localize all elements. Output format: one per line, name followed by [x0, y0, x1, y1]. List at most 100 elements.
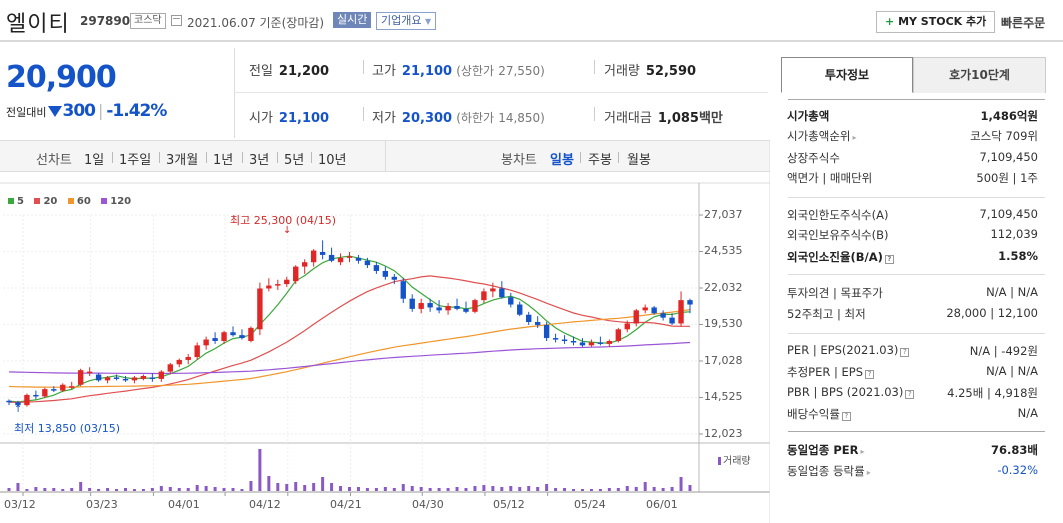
volume-bar: [670, 487, 674, 491]
volume-bar: [634, 487, 638, 491]
help-icon[interactable]: ?: [865, 370, 875, 379]
candle-body: [543, 324, 550, 339]
legend-label: 120: [110, 196, 132, 207]
volume-bar: [563, 488, 567, 491]
stock-code: 297890: [80, 14, 131, 28]
candle-body: [69, 386, 75, 388]
candle-body: [481, 291, 487, 301]
candle-body: [95, 374, 102, 381]
volume-bar: [43, 488, 47, 491]
tab-5y[interactable]: 5년: [284, 153, 305, 168]
candle-body: [552, 338, 559, 340]
stat-high: 고가 21,100 (상한가 27,550): [372, 60, 545, 79]
candle-body: [149, 377, 156, 379]
change-amount: 300: [62, 101, 95, 121]
candle-body: [642, 307, 648, 311]
candle-body: [275, 284, 281, 286]
legend-ma20: 20: [34, 196, 57, 207]
candle-body: [221, 332, 227, 341]
chevron-right-icon[interactable]: ▸: [860, 447, 865, 456]
calendar-icon: [171, 15, 182, 26]
volume-bar: [437, 488, 441, 491]
ma60-line: [8, 309, 691, 388]
info-tabs: 투자정보 호가10단계: [781, 57, 1046, 93]
volume-bar: [679, 477, 683, 491]
stock-header: 엘이티 297890 코스닥 2021.06.07 기준(장마감) 실시간 기업…: [0, 0, 1063, 42]
y-tick-label: 12,023: [704, 427, 743, 440]
help-icon[interactable]: ?: [905, 390, 915, 399]
volume-bar: [580, 489, 584, 491]
help-icon[interactable]: ?: [884, 255, 894, 264]
candle-body: [319, 252, 326, 255]
volume-bar: [294, 482, 298, 491]
divider: [234, 48, 235, 138]
volume-bar: [195, 485, 199, 491]
volume-legend: 거래량: [718, 452, 751, 467]
stat-label: 고가: [372, 64, 396, 79]
info-label: 외국인보유주식수(B): [787, 228, 889, 242]
volume-bar: [168, 487, 172, 491]
candle-body: [212, 338, 218, 341]
info-label: 시가총액순위 ▸: [787, 129, 857, 143]
tab-1w[interactable]: 1주일: [119, 153, 152, 168]
candle-body: [131, 377, 138, 381]
volume-bar: [572, 489, 576, 491]
mystock-add-button[interactable]: + MY STOCK 추가: [876, 11, 996, 33]
candle-body: [355, 257, 362, 261]
volume-bar: [258, 449, 262, 491]
candle-body: [418, 303, 424, 309]
divider: [385, 141, 386, 171]
volume-bar: [482, 485, 486, 491]
divider: [788, 274, 1045, 275]
legend-label: 60: [76, 196, 91, 207]
candle-body: [60, 384, 66, 391]
candle-body: [167, 364, 173, 372]
realtime-button[interactable]: 실시간: [333, 12, 372, 28]
candle-body: [588, 342, 595, 346]
candle-body: [391, 276, 397, 280]
company-overview-dropdown[interactable]: 기업개요 ▼: [376, 12, 437, 30]
chevron-right-icon[interactable]: ▸: [852, 133, 857, 142]
volume-bar: [589, 489, 593, 491]
volume-bar: [500, 487, 504, 491]
candlestick-chart[interactable]: [0, 0, 770, 523]
volume-bar: [455, 487, 459, 491]
candle-body: [248, 327, 254, 341]
help-icon[interactable]: ?: [900, 348, 910, 357]
tab-daily[interactable]: 일봉: [550, 153, 574, 168]
chevron-right-icon[interactable]: ▸: [866, 468, 871, 477]
volume-bar: [339, 486, 343, 491]
volume-bar: [7, 488, 11, 491]
volume-bar: [464, 488, 468, 491]
help-icon[interactable]: ?: [841, 412, 851, 421]
plus-icon: +: [885, 15, 895, 28]
tab-monthly[interactable]: 월봉: [627, 153, 651, 168]
tab-3y[interactable]: 3년: [249, 153, 270, 168]
tab-order-book[interactable]: 호가10단계: [913, 57, 1046, 93]
quick-order-link[interactable]: 빠른주문: [1001, 16, 1046, 30]
quote-date: 2021.06.07 기준(장마감): [187, 16, 325, 30]
x-tick-label: 05/12: [493, 498, 525, 511]
candle-body: [517, 304, 523, 315]
info-value: 1.58%: [998, 249, 1038, 263]
tab-investment-info[interactable]: 투자정보: [781, 57, 913, 93]
volume-bar: [186, 488, 190, 491]
volume-bar: [61, 489, 65, 491]
tab-10y[interactable]: 10년: [318, 153, 347, 168]
candle-body: [86, 371, 93, 374]
candle-body: [606, 340, 613, 344]
tab-1d[interactable]: 1일: [84, 153, 105, 168]
info-value: 1,486억원: [980, 109, 1038, 123]
candle-body: [678, 300, 684, 324]
info-value: 112,039: [990, 227, 1038, 241]
divider: [363, 60, 364, 74]
volume-bar: [177, 488, 181, 491]
tab-3m[interactable]: 3개월: [166, 153, 199, 168]
volume-bar: [688, 485, 692, 491]
tab-weekly[interactable]: 주봉: [588, 153, 612, 168]
tab-1y[interactable]: 1년: [213, 153, 234, 168]
volume-bar: [240, 489, 244, 491]
candle-body: [15, 402, 21, 406]
divider: [311, 152, 312, 163]
divider: [234, 92, 768, 93]
